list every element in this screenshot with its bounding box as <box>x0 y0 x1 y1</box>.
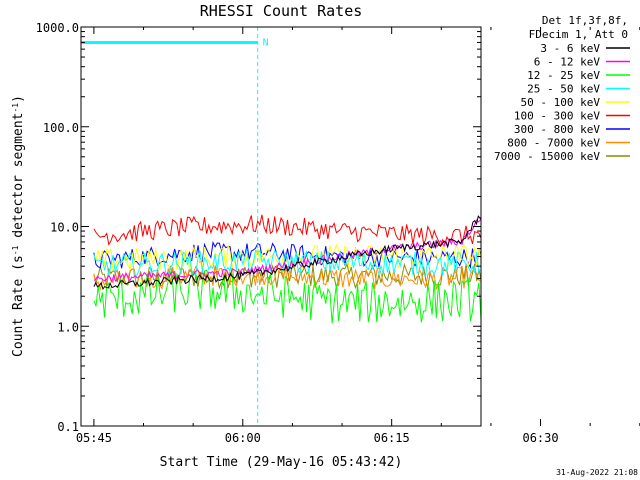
legend-entry-0: 3 - 6 keV <box>540 42 600 55</box>
legend-entry-4: 50 - 100 keV <box>521 96 601 109</box>
y-tick-label-2: 10.0 <box>50 221 79 235</box>
series-line-1 <box>93 215 481 284</box>
x-tick-label-3: 06:30 <box>522 431 558 445</box>
y-axis-label-sup2: -1 <box>11 103 20 113</box>
y-axis-label-rest: detector segment <box>11 113 26 246</box>
y-axis-label-close: ) <box>11 95 26 103</box>
series-line-7 <box>93 264 481 292</box>
chart-title: RHESSI Count Rates <box>200 2 363 20</box>
legend-entry-1: 6 - 12 keV <box>534 56 601 69</box>
night-label-0: N <box>263 37 269 48</box>
y-axis-label: Count Rate (s-1 detector segment-1) <box>11 95 27 357</box>
series-line-0 <box>93 214 481 290</box>
series-line-5 <box>93 214 481 248</box>
y-axis: 1000.0 100.0 10.0 1.0 0.1 <box>36 21 481 434</box>
series-line-3 <box>93 249 481 278</box>
y-tick-label-0: 1000.0 <box>36 21 79 35</box>
legend-entry-5: 100 - 300 keV <box>514 110 600 123</box>
series-line-4 <box>93 243 481 272</box>
legend-entry-7: 800 - 7000 keV <box>507 137 600 150</box>
series-layer <box>93 214 481 324</box>
y-tick-label-3: 1.0 <box>57 320 79 334</box>
legend-header-0: Det 1f,3f,8f, <box>542 14 628 27</box>
x-tick-label-1: 06:00 <box>225 431 261 445</box>
legend-entry-2: 12 - 25 keV <box>527 69 600 82</box>
x-axis-label: Start Time (29-May-16 05:43:42) <box>160 455 403 470</box>
legend-header-1: FDecim 1, Att 0 <box>529 28 628 41</box>
legend-entry-8: 7000 - 15000 keV <box>494 150 600 163</box>
y-tick-label-1: 100.0 <box>43 121 79 135</box>
x-tick-label-0: 05:45 <box>76 431 112 445</box>
y-axis-label-sup: -1 <box>11 245 20 255</box>
legend-entry-3: 25 - 50 keV <box>527 83 600 96</box>
series-line-2 <box>93 269 481 324</box>
annotation-layer: NF <box>81 27 269 426</box>
legend-entry-6: 300 - 800 keV <box>514 123 600 136</box>
series-line-6 <box>93 240 481 269</box>
y-axis-label-main: Count Rate (s <box>11 255 26 357</box>
footer-timestamp: 31-Aug-2022 21:08 <box>556 468 638 477</box>
x-tick-label-2: 06:15 <box>374 431 410 445</box>
y-tick-label-4: 0.1 <box>57 420 79 434</box>
